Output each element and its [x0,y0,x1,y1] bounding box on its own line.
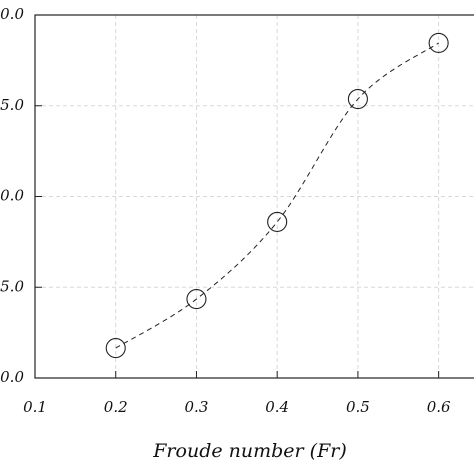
marker [428,32,449,54]
y-tick-label: 15.0 [0,277,24,295]
x-tick-label: 0.5 [346,398,370,416]
marker [347,88,368,110]
line [115,42,439,349]
y-tick-label: 10.0 [0,368,24,386]
x-tick-label: 0.3 [185,398,209,416]
marker [105,338,126,359]
y-tick-label: 20.0 [0,187,24,205]
x-tick-label: 0.1 [23,398,47,416]
x-tick-label: 0.4 [265,398,289,416]
x-tick-label: 0.2 [104,398,128,416]
y-tick-label: 25.0 [0,96,24,114]
marker [186,288,207,310]
y-tick-label: 30.0 [0,5,24,23]
plot-frame [34,14,474,379]
x-tick-label: 0.6 [427,398,451,416]
marker [267,211,288,232]
x-axis-label: Froude number (Fr) [152,440,347,462]
